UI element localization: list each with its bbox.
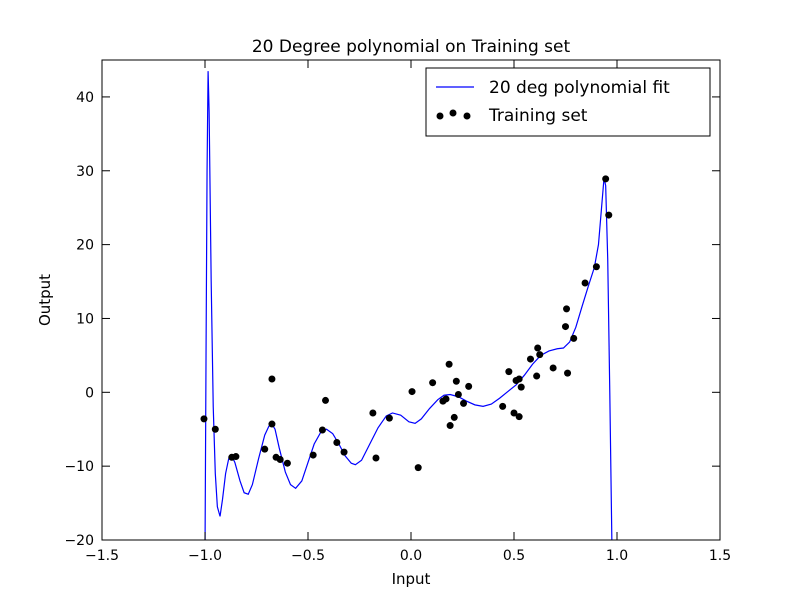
data-point [200, 415, 208, 423]
x-tick-label: −1.5 [85, 548, 119, 564]
x-tick-label: 0.0 [400, 548, 422, 564]
data-point [505, 368, 513, 376]
data-point [536, 351, 544, 359]
data-point [445, 360, 453, 368]
data-point [563, 305, 571, 313]
data-point [533, 372, 541, 380]
data-point [564, 369, 572, 377]
data-point [452, 377, 460, 385]
y-tick-label: 20 [76, 238, 94, 254]
data-point [340, 448, 348, 456]
data-point [333, 439, 341, 447]
x-tick-label: 1.5 [709, 548, 731, 564]
x-axis-label: Input [392, 570, 431, 588]
legend-label: Training set [488, 106, 588, 126]
x-tick-label: 0.5 [503, 548, 525, 564]
data-point [276, 456, 284, 464]
data-point [517, 383, 525, 391]
data-point [442, 395, 450, 403]
data-point [549, 364, 557, 372]
y-tick-label: 0 [85, 385, 94, 401]
data-point [592, 263, 600, 271]
data-point [318, 426, 326, 434]
data-point [268, 375, 276, 383]
data-point [372, 454, 380, 462]
data-point [268, 420, 276, 428]
data-point [602, 175, 610, 183]
data-point [322, 396, 330, 404]
data-point [570, 334, 578, 342]
legend-marker [436, 112, 444, 120]
y-tick-label: 40 [76, 90, 94, 106]
x-tick-label: 1.0 [606, 548, 628, 564]
x-tick-label: −0.5 [291, 548, 325, 564]
data-point [454, 391, 462, 399]
plot-area [200, 71, 613, 540]
data-point [510, 409, 518, 417]
data-point [261, 445, 269, 453]
data-point [460, 399, 468, 407]
data-point [283, 459, 291, 467]
chart-title: 20 Degree polynomial on Training set [252, 37, 571, 57]
data-point [465, 382, 473, 390]
data-point [534, 344, 542, 352]
y-tick-label: 10 [76, 311, 94, 327]
data-point [414, 464, 422, 472]
data-point [605, 211, 613, 219]
data-point [385, 414, 393, 422]
data-point [450, 413, 458, 421]
data-point [369, 409, 377, 417]
data-point [211, 425, 219, 433]
legend-label: 20 deg polynomial fit [489, 78, 670, 98]
y-tick-label: −20 [64, 533, 94, 549]
data-point [581, 279, 589, 287]
data-point [515, 413, 523, 421]
data-point [526, 355, 534, 363]
legend-marker [449, 109, 457, 117]
data-point [446, 422, 454, 430]
data-point [309, 451, 317, 459]
data-point [232, 453, 240, 461]
x-tick-label: −1.0 [188, 548, 222, 564]
legend-marker [463, 112, 471, 120]
y-axis-label: Output [36, 274, 54, 326]
legend-box [425, 67, 711, 137]
data-point [408, 388, 416, 396]
data-point [562, 323, 569, 331]
data-point [515, 375, 523, 383]
data-point [429, 379, 437, 387]
y-tick-label: −10 [64, 459, 94, 475]
y-tick-label: 30 [76, 164, 94, 180]
data-point [499, 402, 507, 410]
